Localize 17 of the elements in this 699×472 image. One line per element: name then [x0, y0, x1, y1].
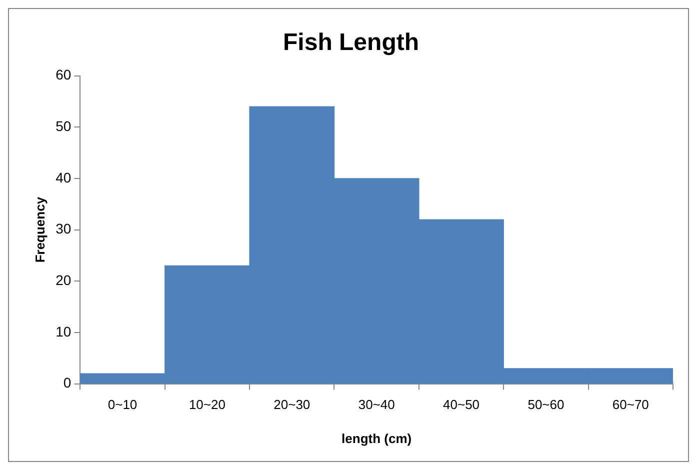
y-tick-label: 40 — [56, 169, 72, 186]
x-tick-label: 50~60 — [528, 397, 564, 412]
y-axis-title: Frequency — [32, 196, 48, 263]
y-tick-label: 60 — [56, 66, 72, 83]
x-tick-label: 0~10 — [108, 397, 138, 412]
y-tick-label: 0 — [63, 374, 72, 391]
x-tick-label: 30~40 — [358, 397, 395, 412]
y-tick-label: 10 — [56, 323, 72, 340]
y-tick-label: 50 — [56, 118, 72, 134]
x-tick-label: 20~30 — [274, 397, 310, 412]
y-tick-label: 20 — [56, 272, 72, 288]
y-tick-label: 30 — [56, 220, 72, 237]
x-tick-label: 10~20 — [188, 397, 226, 412]
x-axis-title: length (cm) — [342, 430, 412, 446]
x-tick-label: 60~70 — [612, 397, 649, 412]
chart-title: Fish Length — [283, 29, 419, 56]
x-tick-label: 40~50 — [443, 397, 480, 412]
